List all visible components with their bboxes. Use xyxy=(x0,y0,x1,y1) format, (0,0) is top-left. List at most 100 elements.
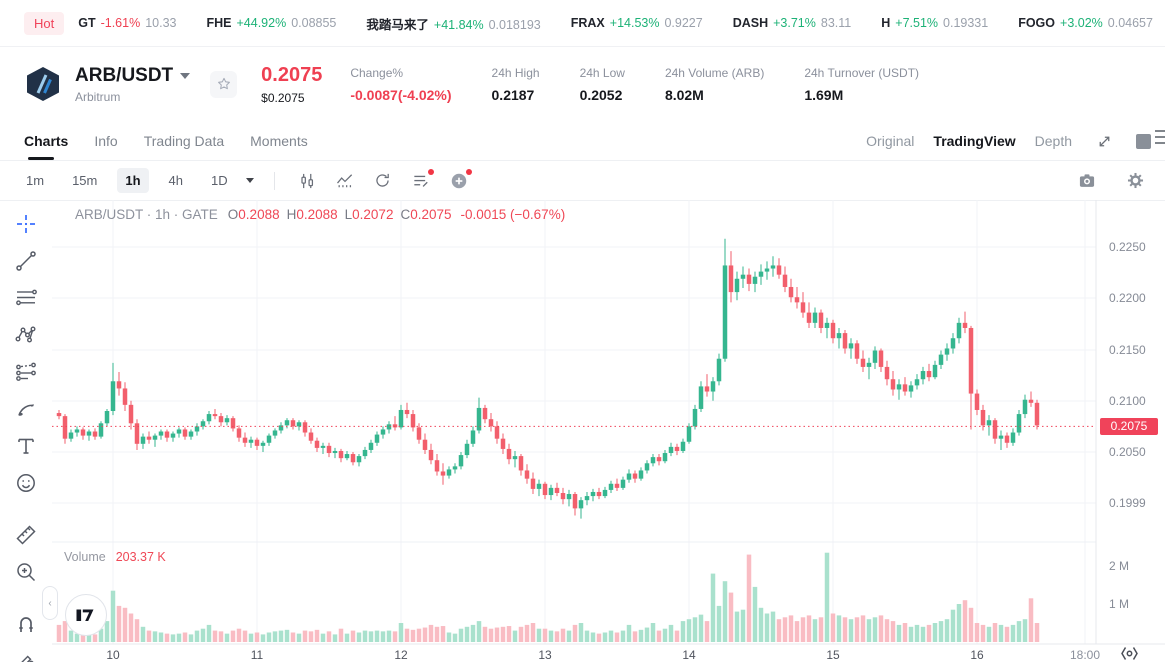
interval-4h[interactable]: 4h xyxy=(168,173,183,188)
tab-trading-data[interactable]: Trading Data xyxy=(143,133,225,149)
projection-tool[interactable] xyxy=(13,360,39,384)
time-axis-settings[interactable] xyxy=(1120,646,1139,661)
stat-value: 0.2052 xyxy=(579,86,623,103)
ticker-item[interactable]: 我踏马来了 +41.84% 0.018193 xyxy=(366,14,540,33)
magnifier-plus-icon xyxy=(17,563,36,582)
ohlc-value: 0.2072 xyxy=(352,207,394,222)
stat-label: 24h Low xyxy=(579,65,625,80)
ticker-coin-price: 10.33 xyxy=(145,16,177,30)
fullscreen-button[interactable] xyxy=(1091,128,1117,154)
expand-icon xyxy=(1099,136,1109,146)
measure-tool[interactable] xyxy=(13,523,39,547)
chart-mode-tabs: Original TradingView Depth xyxy=(866,133,1072,149)
interval-1m[interactable]: 1m xyxy=(26,173,45,188)
ticker-coin-name: GT xyxy=(78,16,96,30)
pencil-lock-icon xyxy=(21,655,34,662)
pair-header: ARB/USDT Arbitrum 0.2075 $0.2075 Change%… xyxy=(0,46,1165,122)
favorite-button[interactable] xyxy=(210,70,238,98)
snapshot-button[interactable] xyxy=(1074,168,1100,194)
chart-mode-original[interactable]: Original xyxy=(866,133,915,149)
last-price-badge: 0.2075 xyxy=(1100,418,1158,435)
ohlc-letter: O xyxy=(227,207,239,222)
ohlc-value: 0.2088 xyxy=(296,207,338,222)
legend-ohlc: O0.2088 H0.2088 L0.2072 C0.2075 xyxy=(228,207,459,222)
stat-value: 8.02M xyxy=(664,86,704,103)
chart-mode-tradingview[interactable]: TradingView xyxy=(933,133,1016,149)
drawing-lock-tool[interactable] xyxy=(13,649,39,662)
price-axis-label: 0.2150 xyxy=(1109,343,1146,357)
refresh-button[interactable] xyxy=(370,168,396,194)
chart-style-button[interactable] xyxy=(294,168,320,194)
trend-line-tool[interactable] xyxy=(13,249,39,273)
ohlc-letter: H xyxy=(286,207,297,222)
toolbar-right xyxy=(1071,168,1151,194)
price-axis-label: 0.1999 xyxy=(1109,496,1146,510)
chevron-down-icon xyxy=(180,72,191,79)
panel-toggle-icon[interactable] xyxy=(1136,133,1151,149)
market-stats: Change% -0.0087(-4.02%) 24h High 0.2187 24h … xyxy=(350,66,919,103)
volume-axis-label: 2 M xyxy=(1109,559,1130,573)
ticker-item[interactable]: FOGO +3.02% 0.04657 xyxy=(1018,16,1153,30)
order-log-button[interactable] xyxy=(408,168,434,194)
time-axis-label: 15 xyxy=(826,648,840,662)
time-axis-label: 16 xyxy=(970,648,984,662)
crosshair-tool[interactable] xyxy=(13,212,39,236)
ticker-coin-change: +41.84% xyxy=(433,17,484,32)
ticker-coin-price: 0.018193 xyxy=(488,17,541,32)
interval-1h[interactable]: 1h xyxy=(117,168,149,193)
market-stat: 24h High 0.2187 xyxy=(492,66,540,103)
collapse-toolbar-handle[interactable]: ‹ xyxy=(42,586,58,620)
ticker-item[interactable]: H +7.51% 0.19331 xyxy=(881,16,988,30)
camera-icon xyxy=(1079,173,1095,187)
tabs-left: Charts Info Trading Data Moments xyxy=(24,122,308,160)
star-icon xyxy=(217,77,230,90)
tradingview-logo[interactable] xyxy=(65,594,107,636)
menu-icon[interactable] xyxy=(1154,128,1165,146)
pattern-tool[interactable] xyxy=(13,323,39,347)
stat-value: 0.2187 xyxy=(491,86,535,103)
ohlc-letter: L xyxy=(344,207,353,222)
ticker-coin-price: 0.08855 xyxy=(291,16,337,30)
add-button[interactable] xyxy=(446,168,472,194)
interval-15m[interactable]: 15m xyxy=(72,173,98,188)
ticker-item[interactable]: FHE +44.92% 0.08855 xyxy=(206,16,336,30)
magnet-tool[interactable] xyxy=(13,612,39,636)
candles-icon xyxy=(301,173,313,188)
hot-badge[interactable]: Hot xyxy=(24,11,65,35)
ruler-icon xyxy=(16,525,36,545)
xabcd-pattern-icon xyxy=(15,326,36,343)
ticker-item[interactable]: DASH +3.71% 83.11 xyxy=(733,16,852,30)
last-price: 0.2075 xyxy=(261,63,323,86)
interval-1D[interactable]: 1D xyxy=(211,173,228,188)
brush-tool[interactable] xyxy=(13,397,39,421)
gann-lines-tool[interactable] xyxy=(13,286,39,310)
ticker-item[interactable]: FRAX +14.53% 0.9227 xyxy=(571,16,703,30)
indicators-button[interactable] xyxy=(332,168,358,194)
forecast-icon xyxy=(16,362,36,381)
price-axis-label: 0.2100 xyxy=(1109,394,1146,408)
notification-dot xyxy=(465,168,472,175)
zoom-in-tool[interactable] xyxy=(13,560,39,584)
tab-info[interactable]: Info xyxy=(94,133,118,149)
brush-icon xyxy=(18,404,34,416)
tab-charts[interactable]: Charts xyxy=(24,122,68,160)
refresh-icon xyxy=(376,173,389,187)
network-label: Arbitrum xyxy=(75,89,121,104)
ticker-item[interactable]: GT -1.61% 10.33 xyxy=(78,16,176,30)
time-axis-label: 18:00 xyxy=(1069,648,1101,662)
ticker-coin-change: +7.51% xyxy=(895,16,939,30)
interval-dropdown-icon[interactable] xyxy=(245,178,254,183)
chart-settings-button[interactable] xyxy=(1122,168,1148,194)
pair-selector[interactable]: ARB/USDT xyxy=(75,65,191,87)
emoji-tool[interactable] xyxy=(13,471,39,495)
text-tool[interactable] xyxy=(13,434,39,458)
chart-mode-depth[interactable]: Depth xyxy=(1034,133,1072,149)
stat-label: Change% xyxy=(350,65,404,80)
chart-toolbar: 1m 15m 1h 4h 1D xyxy=(0,161,1165,201)
ticker-coin-price: 83.11 xyxy=(820,16,852,30)
market-stat: 24h Volume (ARB) 8.02M xyxy=(665,66,764,103)
tab-moments[interactable]: Moments xyxy=(250,133,308,149)
ticker-coin-name: H xyxy=(881,16,891,30)
